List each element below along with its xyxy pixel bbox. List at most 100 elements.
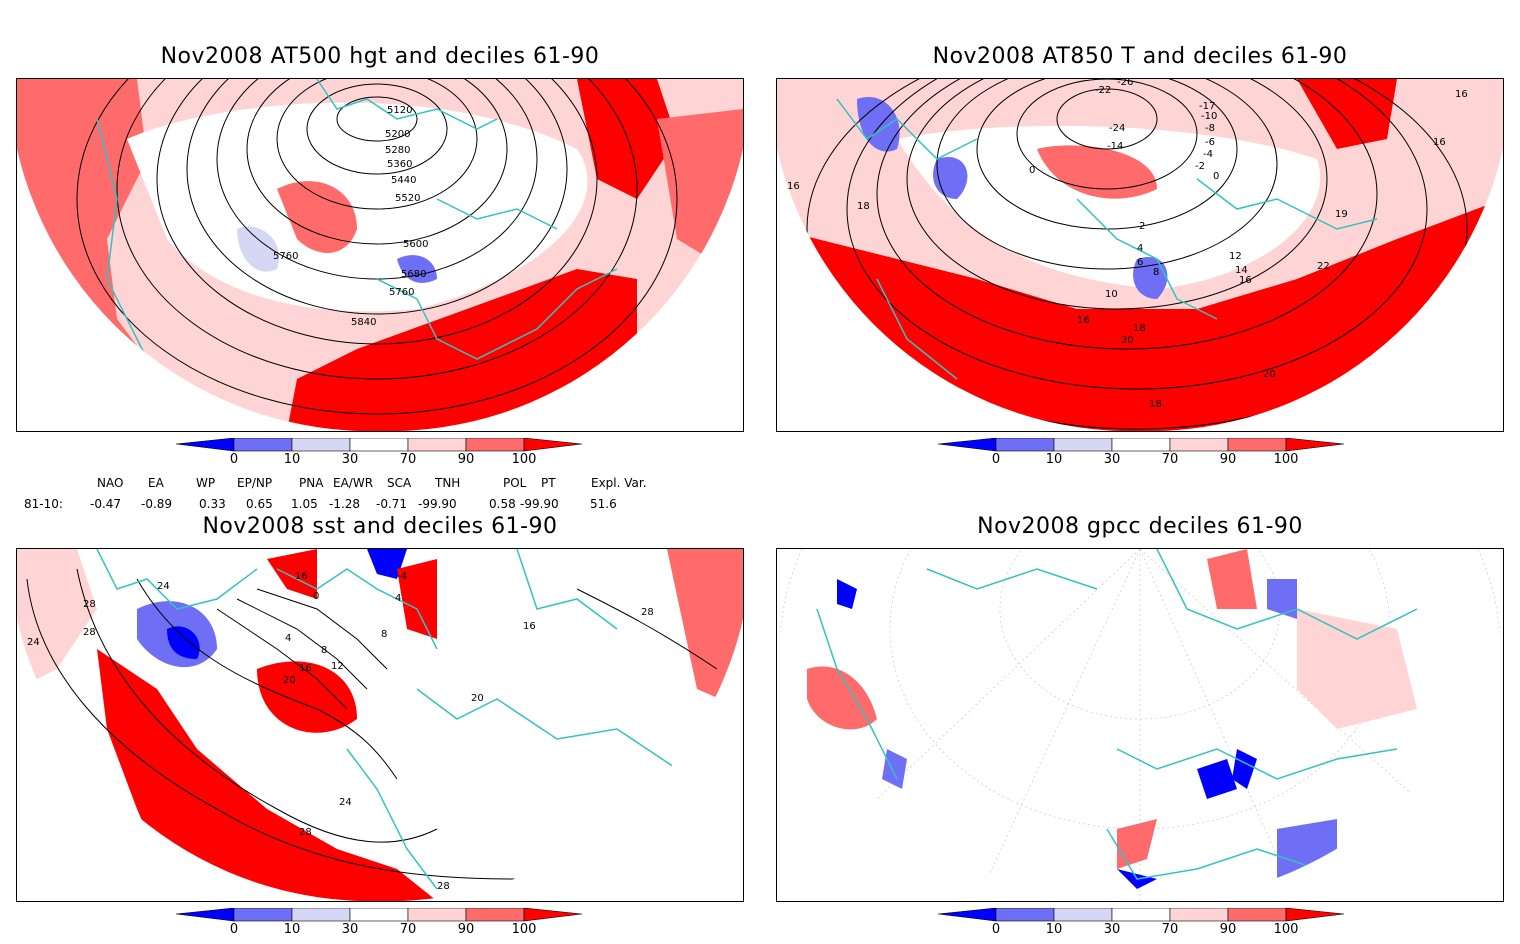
contour-label: 0 bbox=[313, 591, 319, 602]
precip-blue-east-africa bbox=[1277, 819, 1337, 879]
colorbar-swatch bbox=[995, 438, 1055, 452]
anomaly-red-atlantic-south bbox=[97, 649, 437, 901]
colorbar-swatch bbox=[465, 438, 525, 452]
colorbar-gpcc: 0 10 30 70 90 100 bbox=[934, 908, 1354, 944]
precip-blue-sahara bbox=[1197, 759, 1237, 799]
anomaly-red-kara bbox=[397, 559, 437, 639]
colorbar-label: 90 bbox=[457, 922, 475, 937]
colorbar-swatch bbox=[291, 908, 351, 922]
colorbar-label: 30 bbox=[341, 922, 359, 937]
anomaly-light-red-west bbox=[17, 549, 97, 689]
index-row-label: 81-10: bbox=[24, 497, 63, 511]
colorbar-swatch bbox=[1169, 908, 1229, 922]
colorbar-label: 90 bbox=[1219, 452, 1237, 467]
precip-light-red-east bbox=[1297, 609, 1417, 729]
index-header-pna: PNA bbox=[299, 476, 324, 490]
colorbar-swatch bbox=[937, 908, 997, 922]
colorbar-swatch bbox=[349, 908, 409, 922]
colorbar-swatch bbox=[1111, 908, 1171, 922]
contour-label: 18 bbox=[1149, 399, 1162, 410]
index-value-nao: -0.47 bbox=[90, 497, 122, 511]
contour-label: -8 bbox=[1205, 123, 1215, 134]
contour-label: 0 bbox=[1213, 171, 1219, 182]
index-header-tnh: TNH bbox=[435, 476, 461, 490]
contour-label: -4 bbox=[397, 571, 407, 582]
contour-label: 16 bbox=[299, 663, 312, 674]
temperature-contours bbox=[806, 79, 1468, 430]
colorbar-swatch bbox=[937, 438, 997, 452]
precip-blue-southwest bbox=[882, 749, 907, 789]
index-header-nao: NAO bbox=[97, 476, 124, 490]
colorbar-label: 100 bbox=[1273, 452, 1299, 467]
contour-label: 12 bbox=[1229, 251, 1242, 262]
colorbar-swatch bbox=[349, 438, 409, 452]
contour-label: 16 bbox=[295, 571, 308, 582]
index-header-ea: EA bbox=[148, 476, 164, 490]
contour-label: 10 bbox=[1105, 289, 1118, 300]
coastlines bbox=[96, 549, 678, 890]
anomaly-blue-iberia bbox=[397, 255, 437, 283]
map-t850: -26 -22 -17 -10 -24 -8 -14 -6 -4 -2 0 0 … bbox=[776, 78, 1504, 432]
contour-labels: -26 -22 -17 -10 -24 -8 -14 -6 -4 -2 0 0 … bbox=[787, 79, 1468, 410]
colorbar-swatches bbox=[175, 908, 583, 922]
colorbar-label: 100 bbox=[1273, 922, 1299, 937]
contour-label: 4 bbox=[395, 593, 401, 604]
contour-label: 5440 bbox=[391, 175, 416, 186]
contour-label: 28 bbox=[83, 627, 96, 638]
colorbar-swatches bbox=[937, 438, 1345, 452]
contour-label: -14 bbox=[1107, 141, 1123, 152]
colorbar-swatch bbox=[1227, 438, 1287, 452]
colorbar-swatch bbox=[1111, 438, 1171, 452]
contour-label: 4 bbox=[285, 633, 291, 644]
index-header-pol: POL bbox=[503, 476, 527, 490]
contour-label: 20 bbox=[1121, 335, 1134, 346]
contour-label: -17 bbox=[1199, 101, 1215, 112]
contour-label: 6 bbox=[1137, 257, 1143, 268]
colorbar-swatch bbox=[233, 908, 293, 922]
colorbar-swatch bbox=[1285, 908, 1345, 922]
colorbar-label: 10 bbox=[1045, 452, 1063, 467]
contour-label: 16 bbox=[1455, 89, 1468, 100]
height-contours bbox=[76, 79, 678, 415]
colorbar-label: 10 bbox=[1045, 922, 1063, 937]
colorbar-label: 70 bbox=[1161, 452, 1179, 467]
colorbar-label: 30 bbox=[1103, 922, 1121, 937]
precip-blue-europe bbox=[1267, 579, 1297, 619]
colorbar-label: 90 bbox=[1219, 922, 1237, 937]
contour-label: 8 bbox=[321, 645, 327, 656]
colorbar-label: 0 bbox=[991, 452, 1001, 467]
contour-label: 2 bbox=[1139, 221, 1145, 232]
contour-label: -26 bbox=[1117, 79, 1133, 88]
colorbar-swatch bbox=[407, 438, 467, 452]
contour-label: 19 bbox=[1335, 209, 1348, 220]
colorbar-label: 0 bbox=[229, 922, 239, 937]
contour-label: 18 bbox=[857, 201, 870, 212]
colorbar-swatches bbox=[937, 908, 1345, 922]
precip-red-europe bbox=[1207, 549, 1257, 609]
contour-label: -2 bbox=[1195, 161, 1205, 172]
colorbar-label: 70 bbox=[399, 922, 417, 937]
colorbar-swatch bbox=[465, 908, 525, 922]
index-value-wp: 0.33 bbox=[199, 497, 226, 511]
index-header-eawr: EA/WR bbox=[333, 476, 374, 490]
index-value-explvar: 51.6 bbox=[590, 497, 617, 511]
anomaly-red-arctic bbox=[1037, 145, 1157, 199]
contour-label: 5840 bbox=[351, 317, 376, 328]
index-header-epnp: EP/NP bbox=[237, 476, 273, 490]
colorbar-swatch bbox=[175, 438, 235, 452]
colorbar-label: 90 bbox=[457, 452, 475, 467]
contour-label: 5600 bbox=[403, 239, 428, 250]
contour-label: 16 bbox=[787, 181, 800, 192]
anomaly-red-atlantic bbox=[277, 181, 357, 253]
colorbar-swatch bbox=[175, 908, 235, 922]
contour-label: 24 bbox=[339, 797, 352, 808]
index-value-sca: -0.71 bbox=[376, 497, 408, 511]
contour-label: 20 bbox=[471, 693, 484, 704]
contour-label: 0 bbox=[1029, 165, 1035, 176]
anomaly-red-south bbox=[777, 199, 1503, 431]
panel-title-z500: Nov2008 AT500 hgt and deciles 61-90 bbox=[160, 44, 600, 69]
precip-red-west bbox=[807, 666, 877, 730]
anomaly-red-north-atlantic bbox=[257, 661, 357, 733]
contour-label: 16 bbox=[1239, 275, 1252, 286]
map-gpcc bbox=[776, 548, 1504, 902]
